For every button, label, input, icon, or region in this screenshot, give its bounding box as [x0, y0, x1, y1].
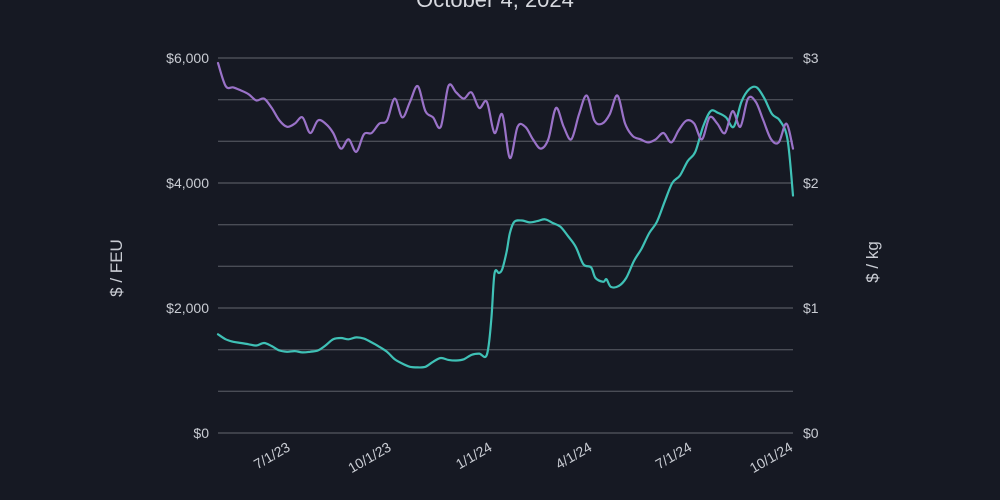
series-line-0 [216, 85, 795, 369]
left-tick-label-2: $4,000 [166, 175, 209, 191]
right-axis-title: $ / kg [863, 241, 882, 283]
x-tick-label-4: 7/1/24 [653, 439, 695, 472]
right-axis-ticks: $0 $1 $2 $3 [803, 50, 819, 441]
x-axis-ticks: 7/1/23 10/1/23 1/1/24 4/1/24 7/1/24 10/1/24 [251, 439, 795, 476]
chart-title: October 4, 2024 [416, 0, 574, 12]
gridlines [218, 57, 793, 434]
x-tick-label-1: 10/1/23 [345, 439, 394, 476]
left-tick-label-1: $2,000 [166, 300, 209, 316]
right-tick-label-0: $0 [803, 425, 819, 441]
right-tick-label-3: $3 [803, 50, 819, 66]
series-line-1 [216, 61, 795, 160]
left-tick-label-3: $6,000 [166, 50, 209, 66]
x-tick-label-3: 4/1/24 [553, 439, 595, 472]
left-axis-title: $ / FEU [107, 239, 126, 297]
series-layer [216, 61, 795, 369]
right-tick-label-1: $1 [803, 300, 819, 316]
x-tick-label-2: 1/1/24 [453, 439, 495, 472]
left-axis-ticks: $0 $2,000 $4,000 $6,000 [166, 50, 209, 441]
x-tick-label-0: 7/1/23 [251, 439, 293, 472]
left-tick-label-0: $0 [193, 425, 209, 441]
x-tick-label-5: 10/1/24 [747, 439, 796, 476]
right-tick-label-2: $2 [803, 175, 819, 191]
